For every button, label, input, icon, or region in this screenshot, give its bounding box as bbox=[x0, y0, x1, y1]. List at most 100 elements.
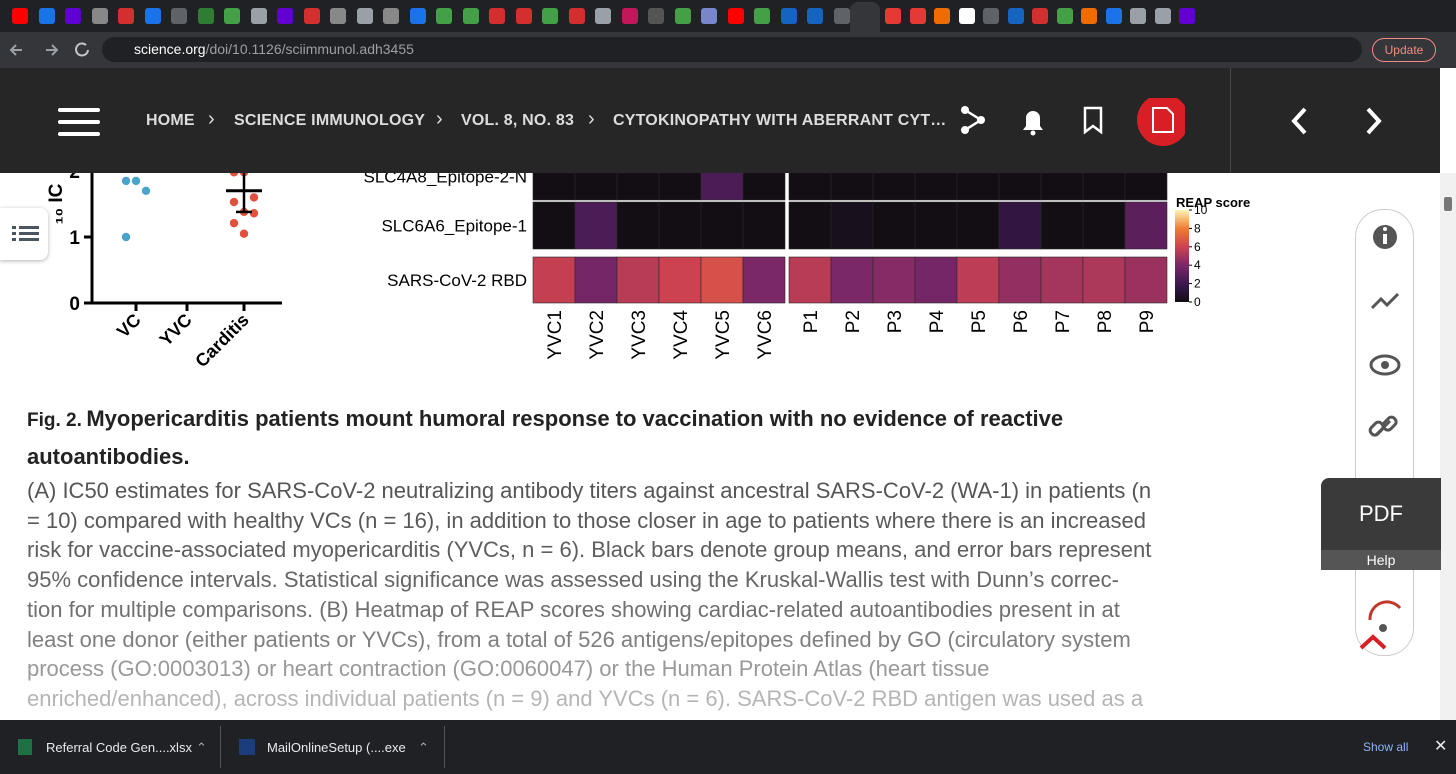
legend-title: REAP score bbox=[1176, 195, 1250, 210]
collapse-arrow[interactable] bbox=[1358, 632, 1388, 652]
heatmap-cell bbox=[532, 256, 576, 304]
data-point bbox=[121, 176, 131, 186]
heatmap-cell bbox=[658, 201, 702, 250]
row-label: SLC6A6_Epitope-1 bbox=[381, 217, 527, 236]
tab-favicon bbox=[383, 8, 399, 24]
close-downloads[interactable]: ✕ bbox=[1434, 738, 1448, 755]
y-axis-label: ₁₀ IC bbox=[46, 183, 67, 224]
tab-favicon bbox=[356, 8, 373, 24]
heatmap-cell bbox=[956, 256, 1000, 304]
tab-favicon[interactable] bbox=[909, 8, 926, 24]
tab-favicon bbox=[12, 8, 28, 24]
tab-favicon[interactable] bbox=[885, 8, 901, 24]
column-label: P8 bbox=[1095, 310, 1116, 333]
tab-favicon[interactable] bbox=[1032, 8, 1048, 24]
breadcrumb-separator: › bbox=[436, 108, 443, 130]
tab-favicon[interactable] bbox=[1056, 8, 1073, 24]
caption-line: = 10) compared with healthy VCs (n = 16)… bbox=[27, 507, 1146, 533]
data-point bbox=[121, 232, 131, 242]
download-item[interactable]: MailOnlineSetup (....exe bbox=[267, 740, 406, 755]
tab-favicon bbox=[197, 8, 214, 24]
column-label: P4 bbox=[927, 310, 948, 334]
column-label: YVC6 bbox=[755, 310, 776, 360]
heatmap-cell bbox=[700, 256, 744, 304]
caption-line: 95% confidence intervals. Statistical si… bbox=[27, 567, 1119, 593]
tab-favicon[interactable] bbox=[934, 8, 950, 24]
data-point bbox=[239, 229, 249, 238]
heatmap-cell bbox=[1082, 201, 1126, 250]
side-icons[interactable] bbox=[1356, 210, 1413, 655]
omnibox[interactable]: science.org/doi/10.1126/sciimmunol.adh34… bbox=[102, 37, 1362, 62]
tab-favicon bbox=[144, 8, 161, 24]
column-label: YVC1 bbox=[545, 310, 566, 360]
tab-favicon bbox=[701, 8, 717, 24]
breadcrumb[interactable]: SCIENCE IMMUNOLOGY bbox=[234, 112, 426, 129]
tab-favicon bbox=[674, 8, 691, 24]
page-nav[interactable] bbox=[1285, 106, 1385, 136]
download-menu[interactable]: ⌃ bbox=[418, 740, 429, 755]
help-label[interactable]: Help bbox=[1321, 550, 1441, 570]
breadcrumb: CYTOKINOPATHY WITH ABERRANT CYT… bbox=[613, 112, 947, 129]
tab-favicon bbox=[250, 8, 267, 24]
tab-favicon[interactable] bbox=[958, 8, 975, 24]
tab-favicon[interactable] bbox=[1081, 8, 1097, 24]
download-menu[interactable]: ⌃ bbox=[196, 740, 207, 755]
breadcrumb-separator: › bbox=[208, 108, 215, 130]
caption-title: Myopericarditis patients mount humoral r… bbox=[86, 406, 1064, 431]
header-actions[interactable] bbox=[955, 98, 1185, 148]
breadcrumb[interactable]: HOME bbox=[146, 112, 195, 129]
heatmap-cell bbox=[788, 256, 832, 304]
list-icon bbox=[12, 226, 39, 241]
x-tick-label: YVC bbox=[156, 310, 196, 350]
column-label: P2 bbox=[843, 310, 864, 333]
outline-button[interactable] bbox=[0, 208, 48, 260]
heatmap-cell bbox=[830, 201, 874, 250]
heatmap-cell bbox=[1040, 201, 1084, 250]
column-label: P3 bbox=[885, 310, 906, 333]
data-point bbox=[131, 176, 141, 186]
tab-favicon bbox=[595, 8, 611, 24]
y-tick-label: 1 bbox=[69, 228, 80, 249]
figure-label: Fig. 2. bbox=[27, 410, 82, 431]
xlsx-icon bbox=[18, 739, 32, 755]
caption-title: autoantibodies. bbox=[27, 444, 190, 469]
caption-title-block: Fig. 2. Myopericarditis patients mount h… bbox=[27, 400, 1287, 476]
heatmap-cell bbox=[872, 201, 916, 250]
breadcrumb[interactable]: VOL. 8, NO. 83 bbox=[461, 112, 575, 129]
show-all[interactable]: Show all bbox=[1363, 740, 1409, 754]
tab-favicon[interactable] bbox=[1130, 8, 1146, 24]
download-item[interactable]: Referral Code Gen....xlsx bbox=[46, 740, 192, 755]
heatmap-cell bbox=[1040, 256, 1084, 304]
tab-favicon[interactable] bbox=[983, 8, 999, 24]
data-point bbox=[229, 218, 239, 228]
tab-favicon bbox=[330, 8, 346, 24]
data-point bbox=[249, 193, 259, 202]
tab-favicon bbox=[621, 8, 638, 24]
heatmap-cell bbox=[998, 201, 1042, 250]
tab-favicon bbox=[754, 8, 770, 24]
tab-favicon[interactable] bbox=[1154, 8, 1171, 24]
pdf-help-widget[interactable]: PDF Help bbox=[1321, 478, 1441, 570]
nav-buttons[interactable] bbox=[0, 32, 100, 68]
tab-favicon bbox=[38, 8, 55, 24]
tab-favicon[interactable] bbox=[1179, 8, 1195, 24]
tab-favicon bbox=[542, 8, 558, 24]
downloads-bar: Referral Code Gen....xlsx ⌃ MailOnlineSe… bbox=[0, 720, 1456, 774]
heatmap-cell bbox=[742, 201, 786, 250]
tab-favicon[interactable] bbox=[1007, 8, 1024, 24]
x-tick-label: VC bbox=[113, 310, 145, 342]
tab-favicon bbox=[568, 8, 585, 24]
column-label: YVC5 bbox=[713, 310, 734, 360]
site-header: HOME › SCIENCE IMMUNOLOGY › VOL. 8, NO. … bbox=[0, 68, 1440, 173]
data-point bbox=[249, 209, 259, 218]
caption-line: tion for multiple comparisons. (B) Heatm… bbox=[27, 596, 1120, 622]
scrollbar[interactable] bbox=[1440, 173, 1456, 720]
tab-strip bbox=[0, 0, 1456, 32]
tab-favicon[interactable] bbox=[1105, 8, 1122, 24]
row-label: SARS-CoV-2 RBD bbox=[387, 271, 527, 290]
column-label: P5 bbox=[969, 310, 990, 333]
heatmap-cell bbox=[742, 256, 786, 304]
menu-icon[interactable] bbox=[58, 108, 102, 136]
update-button[interactable]: Update bbox=[1372, 38, 1436, 62]
heatmap-cell bbox=[1124, 201, 1168, 250]
